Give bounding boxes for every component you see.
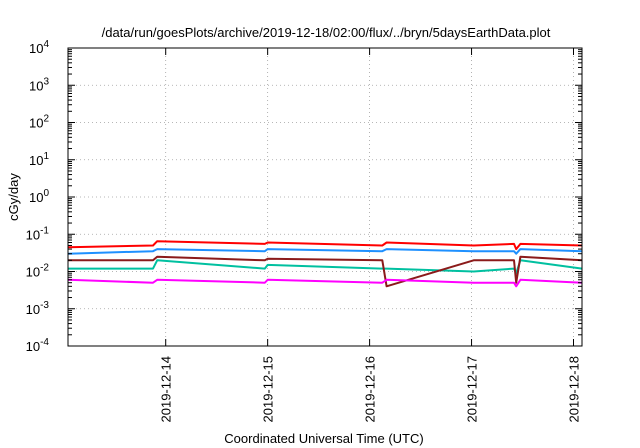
y-tick-label: 103 (29, 76, 49, 93)
x-tick-label: 2019-12-17 (465, 356, 480, 423)
series-layer (67, 240, 583, 288)
y-axis: 10-4 10-3 10-2 10-1 100 101 102 103 104 (26, 39, 582, 354)
x-axis-label: Coordinated Universal Time (UTC) (224, 431, 423, 446)
x-axis: 2019-12-14 2019-12-15 2019-12-16 2019-12-17… (159, 48, 582, 423)
x-tick-label: 2019-12-16 (363, 356, 378, 423)
x-tick-label: 2019-12-14 (159, 356, 174, 423)
series-line-5 (67, 278, 583, 288)
grid (68, 48, 582, 346)
series-line-2 (67, 248, 583, 255)
y-tick-label: 104 (29, 39, 49, 56)
y-tick-label: 100 (29, 188, 49, 205)
y-tick-label: 10-2 (26, 263, 50, 280)
chart-title: /data/run/goesPlots/archive/2019-12-18/0… (102, 25, 551, 40)
y-tick-label: 10-3 (26, 300, 50, 317)
x-tick-label: 2019-12-15 (261, 356, 276, 423)
series-line-1 (67, 240, 583, 251)
y-tick-label: 102 (29, 114, 49, 131)
y-tick-label: 101 (29, 151, 49, 168)
y-tick-label: 10-4 (26, 337, 50, 354)
y-tick-label: 10-1 (26, 225, 50, 242)
x-tick-label: 2019-12-18 (567, 356, 582, 423)
y-axis-label: cGy/day (6, 173, 21, 221)
series-line-4 (68, 255, 583, 288)
